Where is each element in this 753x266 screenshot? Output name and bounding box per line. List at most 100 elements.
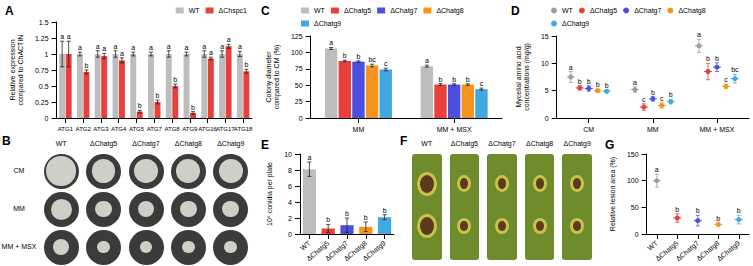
svg-text:WT: WT xyxy=(314,7,326,14)
svg-text:b: b xyxy=(596,81,600,88)
svg-text:125: 125 xyxy=(291,33,303,40)
svg-text:a: a xyxy=(67,33,71,40)
svg-text:a: a xyxy=(220,43,224,50)
svg-text:a: a xyxy=(78,44,82,51)
svg-text:compared to ChACTIN: compared to ChACTIN xyxy=(17,35,25,106)
svg-text:a: a xyxy=(209,49,213,56)
svg-text:0: 0 xyxy=(45,115,49,122)
svg-text:0.25: 0.25 xyxy=(35,99,49,106)
svg-text:ATG2: ATG2 xyxy=(76,126,92,132)
svg-text:ΔChatg8: ΔChatg8 xyxy=(678,7,705,15)
svg-text:WT: WT xyxy=(562,7,574,14)
svg-text:b: b xyxy=(605,82,609,89)
svg-text:4: 4 xyxy=(288,199,292,206)
svg-text:a: a xyxy=(227,36,231,43)
svg-text:a: a xyxy=(96,43,100,50)
svg-text:b: b xyxy=(578,78,582,85)
svg-text:E: E xyxy=(261,138,269,152)
svg-text:ΔChatg9: ΔChatg9 xyxy=(716,239,742,263)
svg-text:0: 0 xyxy=(288,231,292,238)
svg-text:a: a xyxy=(149,44,153,51)
svg-text:Relative lesion area (%): Relative lesion area (%) xyxy=(609,157,617,231)
svg-text:ΔChatg5: ΔChatg5 xyxy=(590,7,617,15)
svg-text:10: 10 xyxy=(284,151,292,158)
svg-text:Mycelial amino acid: Mycelial amino acid xyxy=(515,46,523,107)
svg-text:b: b xyxy=(156,92,160,99)
svg-text:ΔChatg9: ΔChatg9 xyxy=(562,20,589,28)
svg-text:a: a xyxy=(655,166,659,173)
svg-text:ΔChatg8: ΔChatg8 xyxy=(436,7,463,15)
svg-text:a: a xyxy=(697,31,701,38)
svg-text:b: b xyxy=(343,52,347,59)
svg-text:c: c xyxy=(724,76,728,83)
svg-text:b: b xyxy=(716,215,720,222)
svg-text:b: b xyxy=(466,76,470,83)
svg-text:WT: WT xyxy=(189,7,201,14)
svg-text:G: G xyxy=(605,138,614,152)
svg-text:concentrations (mg/g): concentrations (mg/g) xyxy=(523,43,531,111)
svg-text:a: a xyxy=(202,43,206,50)
svg-text:2: 2 xyxy=(288,215,292,222)
svg-text:c: c xyxy=(660,95,664,102)
svg-text:5: 5 xyxy=(545,87,549,94)
svg-text:6: 6 xyxy=(288,183,292,190)
svg-text:1.5: 1.5 xyxy=(39,19,49,26)
svg-text:CM: CM xyxy=(583,126,594,133)
svg-text:ΔChatg9: ΔChatg9 xyxy=(361,239,387,263)
svg-text:b: b xyxy=(587,78,591,85)
svg-text:ATG17: ATG17 xyxy=(216,126,235,132)
svg-text:ATG8: ATG8 xyxy=(164,126,180,132)
svg-text:compared to CM (%): compared to CM (%) xyxy=(273,45,281,110)
svg-text:ATG18: ATG18 xyxy=(234,126,253,132)
svg-text:b: b xyxy=(715,55,719,62)
svg-text:0.5: 0.5 xyxy=(39,83,49,90)
svg-text:a: a xyxy=(425,57,429,64)
svg-text:ΔChatg7: ΔChatg7 xyxy=(390,7,417,15)
svg-text:ΔChspc1: ΔChspc1 xyxy=(219,7,248,15)
svg-text:ΔChatg5: ΔChatg5 xyxy=(344,7,371,15)
svg-text:bc: bc xyxy=(368,56,376,63)
svg-text:b: b xyxy=(173,76,177,83)
svg-text:bc: bc xyxy=(731,66,739,73)
svg-text:8: 8 xyxy=(288,167,292,174)
svg-text:75: 75 xyxy=(295,65,303,72)
svg-text:a: a xyxy=(102,45,106,52)
svg-text:WT: WT xyxy=(646,239,659,252)
svg-text:b: b xyxy=(669,91,673,98)
svg-text:b: b xyxy=(452,76,456,83)
svg-text:A: A xyxy=(5,4,14,18)
svg-text:b: b xyxy=(706,55,710,62)
svg-text:b: b xyxy=(356,53,360,60)
svg-text:MM + MSX: MM + MSX xyxy=(700,126,735,133)
svg-text:b: b xyxy=(675,206,679,213)
svg-text:150: 150 xyxy=(627,151,639,158)
svg-text:a: a xyxy=(167,43,171,50)
svg-text:ATG9: ATG9 xyxy=(182,126,198,132)
svg-text:ΔChatg9: ΔChatg9 xyxy=(314,20,341,28)
svg-text:MM: MM xyxy=(353,126,365,133)
svg-text:a: a xyxy=(131,44,135,51)
svg-text:c: c xyxy=(480,80,484,87)
svg-text:100: 100 xyxy=(627,177,639,184)
svg-text:1.25: 1.25 xyxy=(35,35,49,42)
svg-text:MM: MM xyxy=(647,126,659,133)
svg-text:ATG7: ATG7 xyxy=(147,126,163,132)
svg-text:a: a xyxy=(114,43,118,50)
svg-text:ATG5: ATG5 xyxy=(129,126,145,132)
svg-text:b: b xyxy=(138,102,142,109)
svg-text:50: 50 xyxy=(631,204,639,211)
svg-text:WT: WT xyxy=(299,239,312,252)
svg-text:ATG3: ATG3 xyxy=(93,126,109,132)
svg-text:b: b xyxy=(345,210,349,217)
svg-text:a: a xyxy=(238,43,242,50)
svg-text:ΔChatg7: ΔChatg7 xyxy=(634,7,661,15)
svg-text:b: b xyxy=(383,207,387,214)
svg-text:a: a xyxy=(307,154,311,161)
svg-text:15: 15 xyxy=(541,33,549,40)
svg-text:10: 10 xyxy=(541,60,549,67)
svg-text:ATG4: ATG4 xyxy=(111,126,127,132)
svg-text:25: 25 xyxy=(295,98,303,105)
svg-text:0.75: 0.75 xyxy=(35,67,49,74)
svg-text:ATG16: ATG16 xyxy=(198,126,217,132)
svg-text:b: b xyxy=(696,207,700,214)
